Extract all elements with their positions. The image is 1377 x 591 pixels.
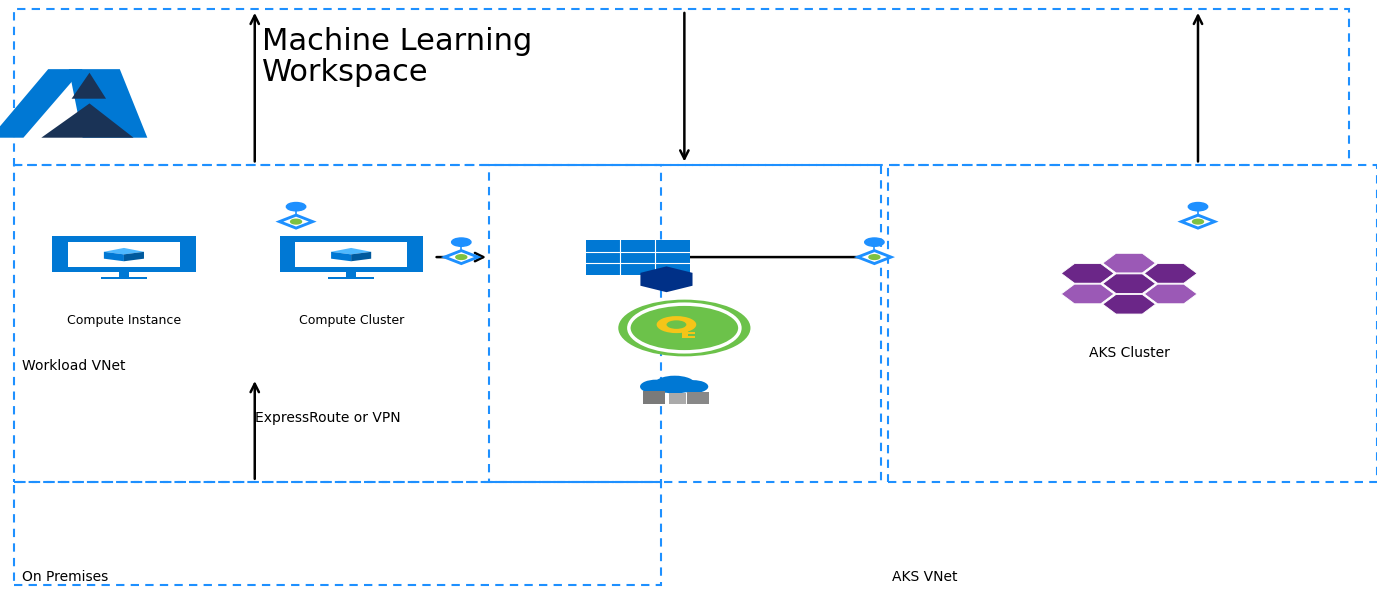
Bar <box>888 165 1377 482</box>
Bar <box>14 9 1349 165</box>
Polygon shape <box>330 252 351 261</box>
Polygon shape <box>1144 264 1197 283</box>
Polygon shape <box>1186 217 1210 226</box>
Text: Compute Instance: Compute Instance <box>67 314 180 327</box>
Bar <box>346 271 357 278</box>
Text: AKS Cluster: AKS Cluster <box>1089 346 1169 360</box>
Polygon shape <box>275 213 317 230</box>
Polygon shape <box>124 252 145 261</box>
Polygon shape <box>69 69 147 138</box>
Bar <box>67 242 180 267</box>
Text: ExpressRoute or VPN: ExpressRoute or VPN <box>255 411 401 425</box>
Bar <box>280 236 423 272</box>
Circle shape <box>618 300 750 356</box>
Bar <box>52 236 196 272</box>
Bar <box>669 394 686 404</box>
Bar <box>295 242 408 267</box>
Bar <box>688 336 695 337</box>
Polygon shape <box>72 73 106 99</box>
Polygon shape <box>640 267 693 292</box>
Polygon shape <box>1103 274 1155 294</box>
Circle shape <box>640 379 672 394</box>
Polygon shape <box>1103 294 1155 314</box>
Bar <box>489 165 881 482</box>
Polygon shape <box>351 252 372 261</box>
Text: Compute Cluster: Compute Cluster <box>299 314 403 327</box>
Polygon shape <box>1144 284 1197 304</box>
Circle shape <box>1192 219 1203 224</box>
Polygon shape <box>1062 284 1114 304</box>
Polygon shape <box>449 252 474 262</box>
Polygon shape <box>330 248 372 254</box>
Bar <box>328 277 375 279</box>
Polygon shape <box>0 69 83 138</box>
Bar <box>14 165 661 482</box>
Bar <box>682 324 688 338</box>
Polygon shape <box>41 103 134 138</box>
Circle shape <box>679 380 708 393</box>
Bar <box>118 271 129 278</box>
Polygon shape <box>862 252 887 262</box>
Text: On Premises: On Premises <box>22 570 109 584</box>
Circle shape <box>456 255 467 259</box>
Bar <box>643 391 665 404</box>
Polygon shape <box>284 217 308 226</box>
Circle shape <box>657 316 697 333</box>
Polygon shape <box>1062 264 1114 283</box>
Bar <box>101 277 147 279</box>
Polygon shape <box>1177 213 1219 230</box>
Circle shape <box>452 238 471 246</box>
Polygon shape <box>103 252 124 261</box>
Text: AKS VNet: AKS VNet <box>892 570 958 584</box>
Circle shape <box>291 219 302 224</box>
Bar <box>687 392 709 404</box>
Polygon shape <box>441 249 482 265</box>
Circle shape <box>286 203 306 211</box>
Bar <box>14 482 661 585</box>
Circle shape <box>666 320 686 329</box>
Polygon shape <box>854 249 895 265</box>
Circle shape <box>1188 203 1208 211</box>
Circle shape <box>869 255 880 259</box>
Bar <box>585 240 690 275</box>
Circle shape <box>865 238 884 246</box>
Polygon shape <box>1103 254 1155 273</box>
Circle shape <box>654 376 695 394</box>
Bar <box>688 332 695 334</box>
Text: Workload VNet: Workload VNet <box>22 359 125 373</box>
Polygon shape <box>103 248 145 254</box>
Text: Machine Learning
Workspace: Machine Learning Workspace <box>262 27 532 87</box>
